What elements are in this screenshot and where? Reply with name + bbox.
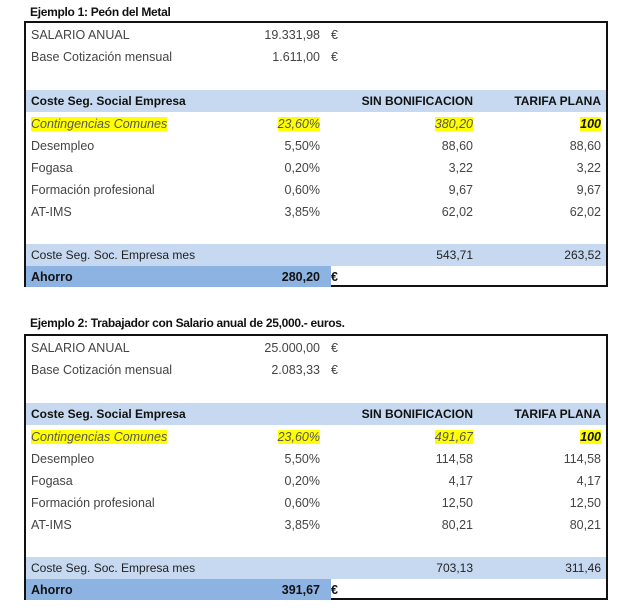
total-sin-bonificacion: 543,71 bbox=[436, 248, 473, 262]
currency-symbol: € bbox=[331, 50, 338, 64]
row-label: Formación profesional bbox=[31, 183, 155, 197]
row-sin-bonificacion: 62,02 bbox=[441, 205, 473, 219]
ahorro-fill bbox=[26, 579, 331, 600]
row-tarifa-plana: 114,58 bbox=[563, 452, 601, 466]
header-tarifa-plana: TARIFA PLANA bbox=[514, 407, 601, 421]
cost-row: AT-IMS 3,85% 80,21 80,21 bbox=[26, 514, 606, 536]
row-sin-bonificacion: 80,21 bbox=[441, 518, 473, 532]
row-tarifa-plana: 3,22 bbox=[576, 161, 601, 175]
ahorro-fill bbox=[26, 266, 331, 287]
base-row: Base Cotización mensual 2.083,33 € bbox=[26, 359, 606, 381]
ahorro-value: 391,67 bbox=[281, 583, 320, 597]
ahorro-row: Ahorro 280,20 € bbox=[26, 266, 606, 288]
row-label: AT-IMS bbox=[31, 518, 72, 532]
cost-row: Contingencias Comunes 23,60% 380,20 100 bbox=[26, 113, 606, 135]
row-tarifa-plana: 9,67 bbox=[576, 183, 601, 197]
ahorro-label: Ahorro bbox=[31, 583, 73, 597]
row-label: Desempleo bbox=[31, 139, 95, 153]
currency-symbol: € bbox=[331, 583, 338, 597]
header-concept: Coste Seg. Social Empresa bbox=[31, 407, 186, 421]
total-row: Coste Seg. Soc. Empresa mes 703,13 311,46 bbox=[26, 557, 606, 579]
ahorro-row: Ahorro 391,67 € bbox=[26, 579, 606, 601]
header-sin-bonificacion: SIN BONIFICACION bbox=[361, 94, 473, 108]
salario-label: SALARIO ANUAL bbox=[31, 341, 130, 355]
row-sin-bonificacion: 114,58 bbox=[435, 452, 473, 466]
base-label: Base Cotización mensual bbox=[31, 363, 173, 377]
row-sin-bonificacion: 88,60 bbox=[441, 139, 473, 153]
total-sin-bonificacion: 703,13 bbox=[436, 561, 473, 575]
row-label: Fogasa bbox=[31, 161, 73, 175]
row-label: AT-IMS bbox=[31, 205, 72, 219]
currency-symbol: € bbox=[331, 363, 338, 377]
total-label: Coste Seg. Soc. Empresa mes bbox=[31, 561, 196, 575]
row-percentage: 5,50% bbox=[284, 139, 320, 153]
currency-symbol: € bbox=[331, 270, 338, 284]
row-label: Fogasa bbox=[31, 474, 73, 488]
total-label: Coste Seg. Soc. Empresa mes bbox=[31, 248, 196, 262]
row-tarifa-plana: 100 bbox=[580, 117, 601, 131]
example-table: SALARIO ANUAL 19.331,98 € Base Cotización m… bbox=[24, 21, 608, 287]
row-sin-bonificacion: 380,20 bbox=[434, 117, 473, 131]
salario-row: SALARIO ANUAL 19.331,98 € bbox=[26, 24, 606, 46]
ahorro-value: 280,20 bbox=[281, 270, 320, 284]
ahorro-label: Ahorro bbox=[31, 270, 73, 284]
row-label: Desempleo bbox=[31, 452, 95, 466]
salario-value: 25.000,00 bbox=[264, 341, 320, 355]
cost-row: Desempleo 5,50% 88,60 88,60 bbox=[26, 135, 606, 157]
base-row: Base Cotización mensual 1.611,00 € bbox=[26, 46, 606, 68]
row-percentage: 3,85% bbox=[284, 205, 320, 219]
header-concept: Coste Seg. Social Empresa bbox=[31, 94, 186, 108]
salario-row: SALARIO ANUAL 25.000,00 € bbox=[26, 337, 606, 359]
row-label: Contingencias Comunes bbox=[31, 117, 168, 131]
header-row: Coste Seg. Social Empresa SIN BONIFICACIO… bbox=[26, 90, 606, 112]
total-row: Coste Seg. Soc. Empresa mes 543,71 263,52 bbox=[26, 244, 606, 266]
base-value: 1.611,00 bbox=[272, 50, 320, 64]
row-percentage: 23,60% bbox=[277, 430, 320, 444]
cost-row: Fogasa 0,20% 3,22 3,22 bbox=[26, 157, 606, 179]
example-title: Ejemplo 1: Peón del Metal bbox=[30, 5, 171, 19]
row-percentage: 0,60% bbox=[284, 496, 320, 510]
row-tarifa-plana: 4,17 bbox=[576, 474, 601, 488]
total-tarifa-plana: 311,46 bbox=[565, 561, 601, 575]
row-label: Contingencias Comunes bbox=[31, 430, 168, 444]
row-percentage: 5,50% bbox=[284, 452, 320, 466]
row-label: Formación profesional bbox=[31, 496, 155, 510]
row-sin-bonificacion: 12,50 bbox=[441, 496, 473, 510]
row-percentage: 0,60% bbox=[284, 183, 320, 197]
salario-value: 19.331,98 bbox=[264, 28, 320, 42]
salario-label: SALARIO ANUAL bbox=[31, 28, 130, 42]
header-row: Coste Seg. Social Empresa SIN BONIFICACIO… bbox=[26, 403, 606, 425]
cost-row: Fogasa 0,20% 4,17 4,17 bbox=[26, 470, 606, 492]
row-sin-bonificacion: 4,17 bbox=[448, 474, 473, 488]
row-tarifa-plana: 80,21 bbox=[569, 518, 601, 532]
row-tarifa-plana: 100 bbox=[580, 430, 601, 444]
example-table: SALARIO ANUAL 25.000,00 € Base Cotización m… bbox=[24, 334, 608, 600]
header-sin-bonificacion: SIN BONIFICACION bbox=[361, 407, 473, 421]
row-tarifa-plana: 88,60 bbox=[569, 139, 601, 153]
cost-row: AT-IMS 3,85% 62,02 62,02 bbox=[26, 201, 606, 223]
row-tarifa-plana: 62,02 bbox=[569, 205, 601, 219]
currency-symbol: € bbox=[331, 341, 338, 355]
cost-row: Desempleo 5,50% 114,58 114,58 bbox=[26, 448, 606, 470]
row-percentage: 23,60% bbox=[277, 117, 320, 131]
row-percentage: 3,85% bbox=[284, 518, 320, 532]
example-title: Ejemplo 2: Trabajador con Salario anual … bbox=[30, 316, 345, 330]
cost-row: Formación profesional 0,60% 9,67 9,67 bbox=[26, 179, 606, 201]
header-tarifa-plana: TARIFA PLANA bbox=[514, 94, 601, 108]
row-percentage: 0,20% bbox=[284, 161, 320, 175]
row-sin-bonificacion: 9,67 bbox=[448, 183, 473, 197]
base-value: 2.083,33 bbox=[271, 363, 320, 377]
cost-row: Contingencias Comunes 23,60% 491,67 100 bbox=[26, 426, 606, 448]
row-sin-bonificacion: 491,67 bbox=[434, 430, 473, 444]
total-tarifa-plana: 263,52 bbox=[564, 248, 601, 262]
currency-symbol: € bbox=[331, 28, 338, 42]
row-sin-bonificacion: 3,22 bbox=[448, 161, 473, 175]
base-label: Base Cotización mensual bbox=[31, 50, 173, 64]
row-percentage: 0,20% bbox=[284, 474, 320, 488]
cost-row: Formación profesional 0,60% 12,50 12,50 bbox=[26, 492, 606, 514]
row-tarifa-plana: 12,50 bbox=[569, 496, 601, 510]
